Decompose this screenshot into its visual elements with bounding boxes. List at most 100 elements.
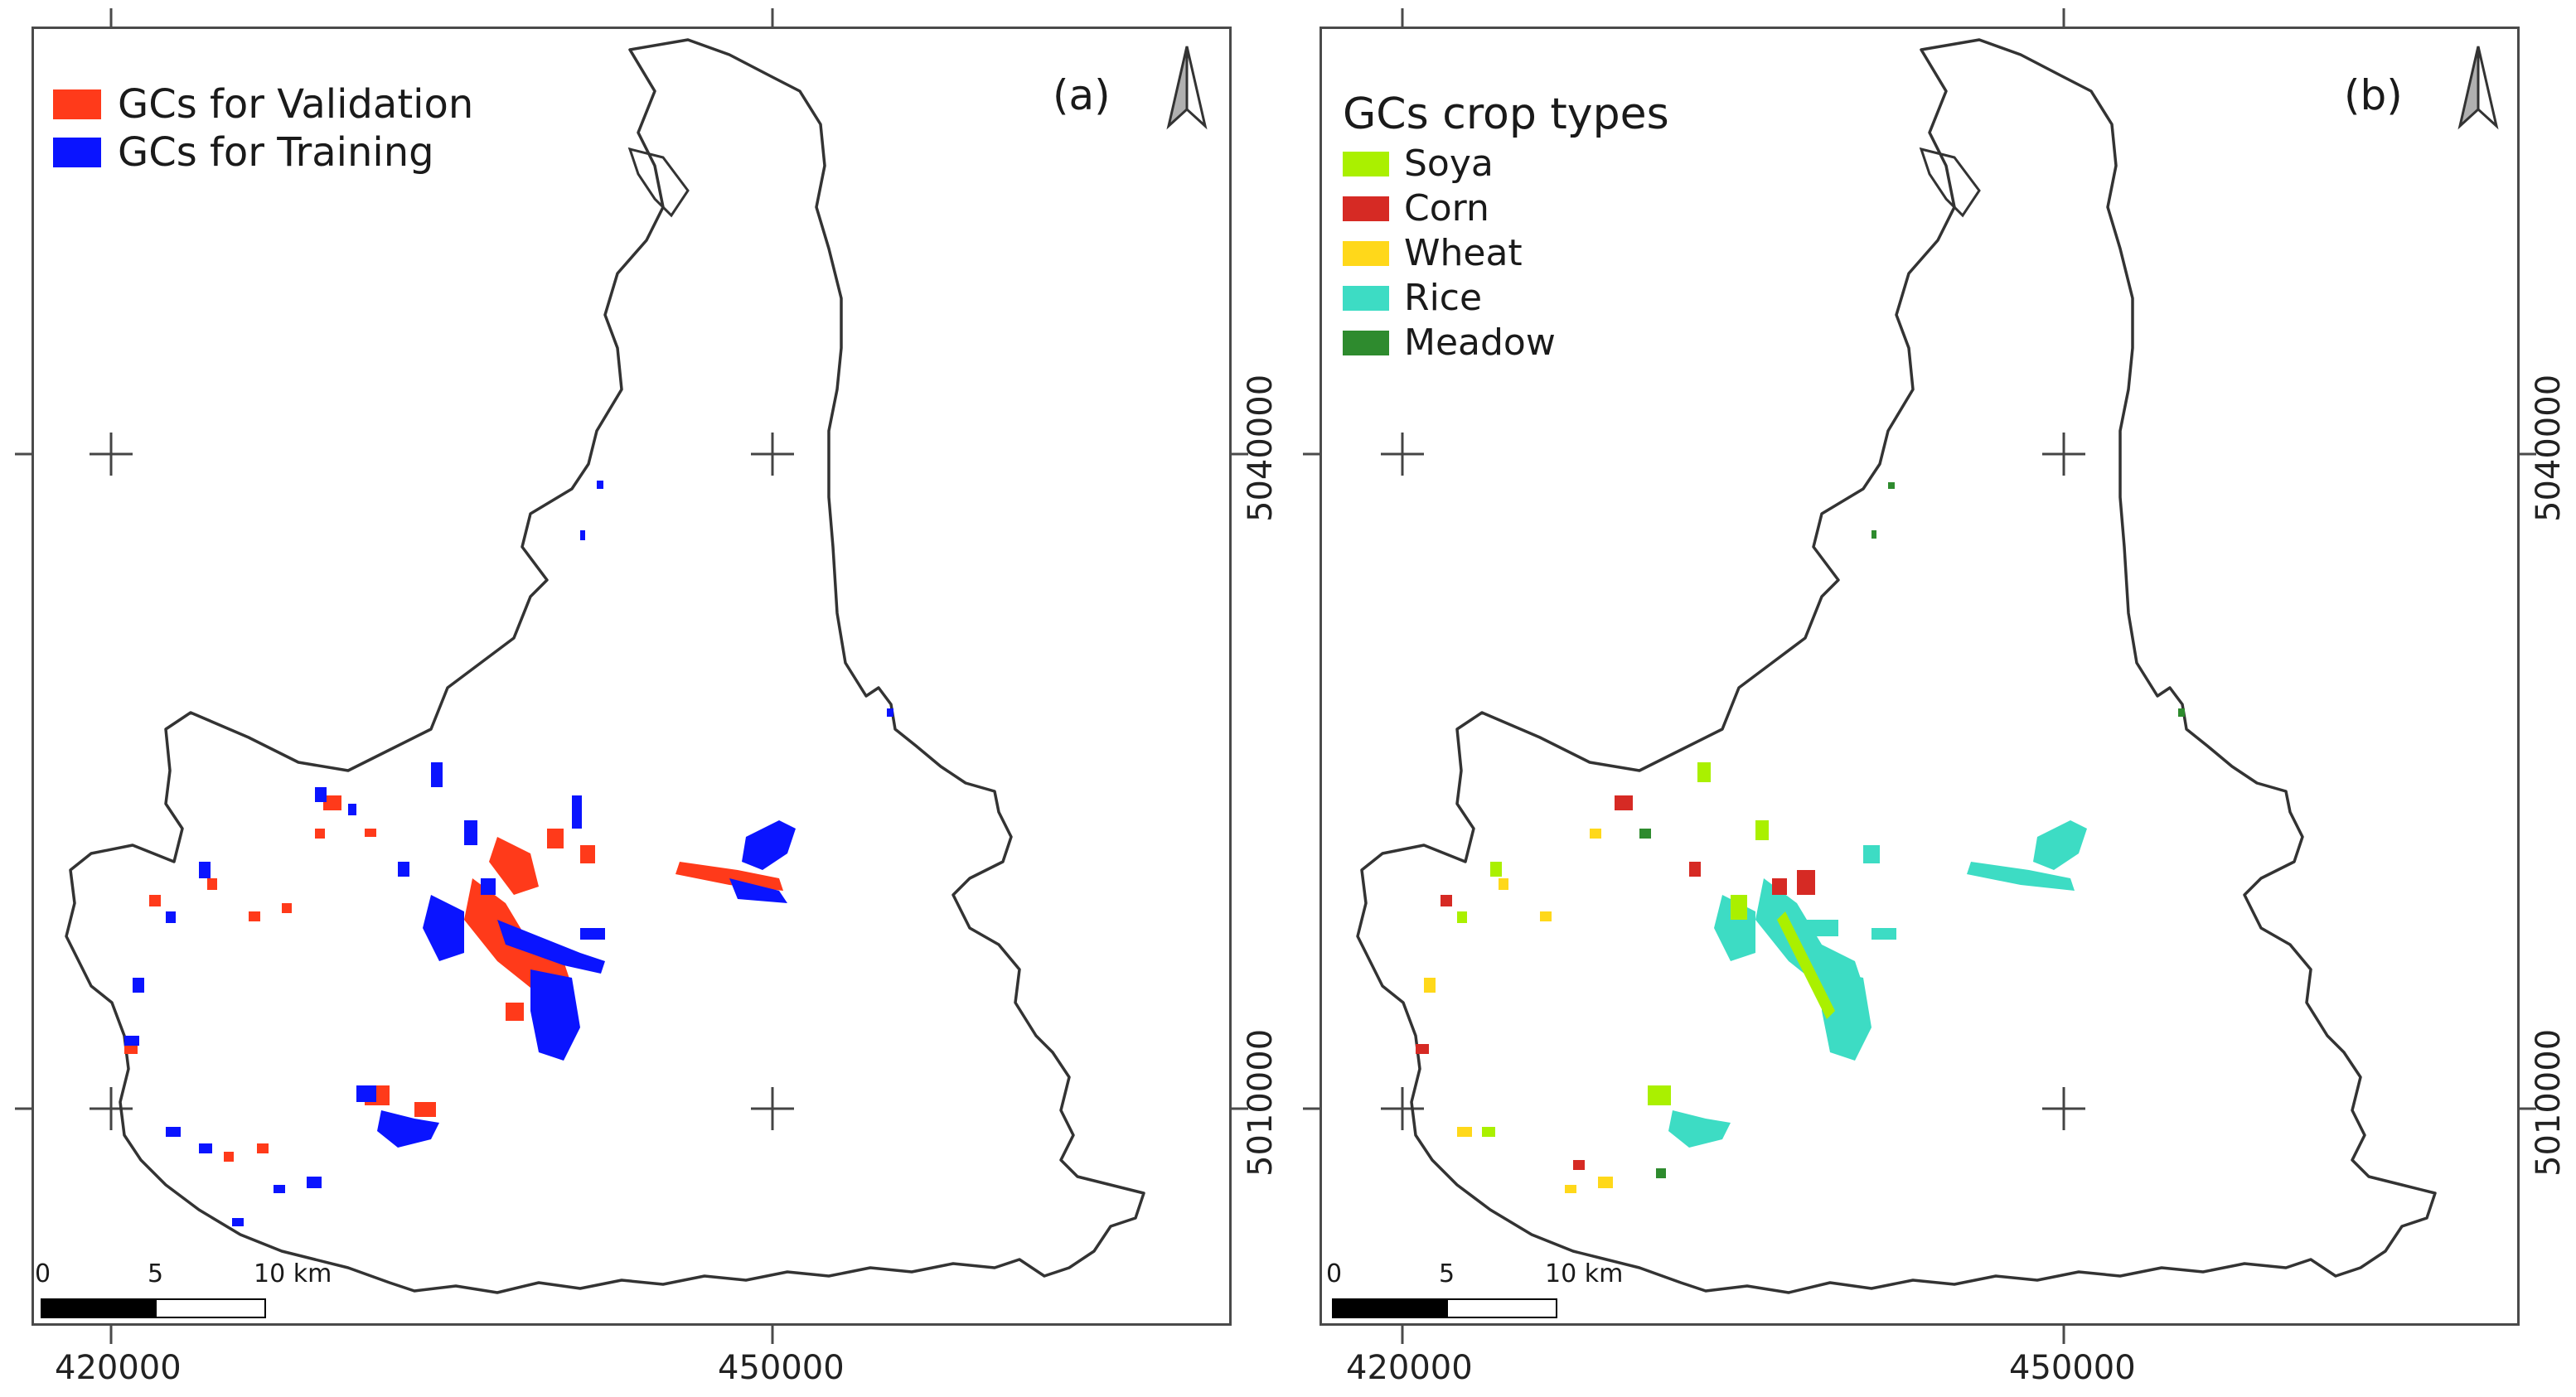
legend-swatch (1343, 240, 1389, 266)
gc-soya-parcel (1648, 1085, 1671, 1105)
gc-rice-parcel (1967, 862, 2075, 891)
scale-label-0: 0 (35, 1259, 51, 1288)
gc-training-parcel (398, 862, 409, 877)
gc-training-parcel (377, 1110, 439, 1148)
gc-soya-parcel (1697, 762, 1711, 782)
gc-meadow-parcel (1871, 530, 1876, 539)
gc-parcels-b (1416, 482, 2185, 1193)
legend-label: Wheat (1404, 232, 1523, 274)
gc-training-parcel (431, 762, 443, 787)
scale-bar-b (1332, 1298, 1557, 1318)
gc-validation-parcel (489, 837, 539, 895)
map-canvas-b (1303, 8, 2536, 1344)
north-arrow-b (2457, 46, 2499, 130)
legend-label: Soya (1404, 143, 1494, 185)
gc-training-parcel (274, 1185, 285, 1193)
gc-training-parcel (124, 1036, 139, 1046)
x-tick-label: 450000 (2009, 1349, 2136, 1387)
gc-validation-parcel (224, 1152, 234, 1162)
x-tick-label: 420000 (55, 1349, 182, 1387)
boundary-inlet (627, 147, 690, 218)
legend-label: GCs for Training (118, 129, 434, 176)
legend-label: Rice (1404, 277, 1483, 319)
gc-validation-parcel (580, 845, 595, 863)
legend-swatch (53, 89, 101, 119)
gc-rice-parcel (1789, 920, 1838, 936)
grid-cross (751, 433, 794, 476)
gc-validation-parcel (249, 911, 260, 921)
gc-wheat-parcel (1424, 978, 1436, 993)
gc-meadow-parcel (1656, 1168, 1666, 1178)
legend-item-meadow: Meadow (1343, 321, 1556, 364)
gc-training-parcel (729, 878, 787, 903)
y-tick-label: 5010000 (2530, 1028, 2568, 1177)
gc-meadow-parcel (1888, 482, 1895, 489)
map-frame-b (1319, 27, 2520, 1326)
gc-validation-parcel (547, 829, 564, 848)
legend-item-wheat: Wheat (1343, 232, 1523, 274)
gc-training-parcel (348, 804, 356, 815)
grid-cross (90, 433, 133, 476)
legend-title: GCs crop types (1343, 89, 1669, 139)
gc-training-parcel (232, 1218, 244, 1226)
gc-wheat-parcel (1598, 1177, 1613, 1188)
gc-training-parcel (464, 820, 477, 845)
legend-swatch (1343, 196, 1389, 221)
gc-training-parcel (530, 969, 580, 1061)
gc-training-parcel (497, 920, 605, 974)
legend-item-training: GCs for Training (53, 129, 434, 176)
gc-validation-parcel (315, 829, 325, 839)
boundary-inlet (1919, 147, 1981, 218)
gc-corn-parcel (1772, 878, 1787, 895)
gc-validation-parcel (414, 1102, 436, 1117)
gc-validation-parcel (257, 1143, 269, 1153)
gc-validation-parcel (282, 903, 292, 913)
grid-cross (2042, 1087, 2085, 1130)
gc-soya-parcel (1482, 1127, 1495, 1137)
scale-label-5: 5 (148, 1259, 164, 1288)
gc-soya-parcel (1457, 911, 1467, 923)
gc-wheat-parcel (1540, 911, 1552, 921)
y-tick-label: 5040000 (1242, 374, 1280, 522)
legend-item-validation: GCs for Validation (53, 81, 473, 128)
legend-item-rice: Rice (1343, 277, 1482, 319)
legend-label: Meadow (1404, 321, 1556, 364)
gc-training-parcel (315, 787, 327, 802)
scale-bar-a (41, 1298, 266, 1318)
grid-cross (1381, 433, 1424, 476)
study-area-boundary (65, 38, 1145, 1294)
gc-rice-parcel (1668, 1110, 1731, 1148)
gc-validation-parcel (675, 862, 783, 891)
gc-wheat-parcel (1457, 1127, 1472, 1137)
gc-training-parcel (580, 928, 605, 940)
x-tick-label: 420000 (1346, 1349, 1473, 1387)
study-area-boundary (1356, 38, 2437, 1294)
gc-training-parcel (423, 895, 464, 961)
grid-cross (90, 1087, 133, 1130)
panel-label-b: (b) (2344, 71, 2403, 119)
map-canvas-a (15, 8, 1248, 1344)
gc-corn-parcel (1441, 895, 1452, 906)
gc-training-parcel (199, 1143, 212, 1153)
grid-cross (2042, 433, 2085, 476)
scale-label-10km: 10 km (254, 1259, 332, 1288)
gc-validation-parcel (365, 829, 376, 837)
x-tick-label: 450000 (718, 1349, 845, 1387)
scale-label-0: 0 (1326, 1259, 1343, 1288)
gc-wheat-parcel (1590, 829, 1601, 839)
gc-soya-parcel (1731, 895, 1747, 920)
scale-label-5: 5 (1439, 1259, 1455, 1288)
gc-training-parcel (133, 978, 144, 993)
gc-rice-parcel (1871, 928, 1896, 940)
map-panel-a: GCs for Validation GCs for Training (a) … (15, 8, 1280, 1387)
y-tick-label: 5010000 (1242, 1028, 1280, 1177)
gc-validation-parcel (149, 895, 161, 906)
grid-cross (1381, 1087, 1424, 1130)
gc-corn-parcel (1689, 862, 1701, 877)
gc-training-parcel (307, 1177, 322, 1188)
gc-corn-parcel (1416, 1044, 1429, 1054)
legend-swatch (53, 138, 101, 167)
gc-corn-parcel (1615, 795, 1633, 810)
gc-validation-parcel (124, 1044, 138, 1054)
map-frame-a (31, 27, 1232, 1326)
